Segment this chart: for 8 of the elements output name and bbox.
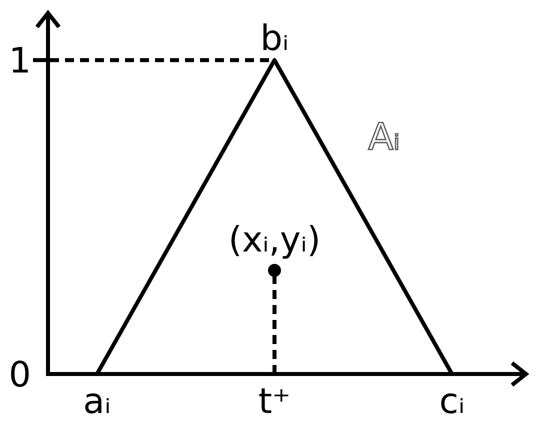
x-tick-label: t⁺	[258, 382, 291, 422]
y-tick-label: 1	[8, 42, 31, 82]
x-tick-label: cᵢ	[439, 382, 465, 422]
annotation: (xᵢ,yᵢ)	[228, 220, 321, 260]
y-tick-label: 0	[8, 356, 31, 396]
x-tick-label: aᵢ	[83, 382, 111, 422]
annotation: bᵢ	[260, 19, 289, 60]
series-label: Aᵢ	[368, 115, 400, 158]
